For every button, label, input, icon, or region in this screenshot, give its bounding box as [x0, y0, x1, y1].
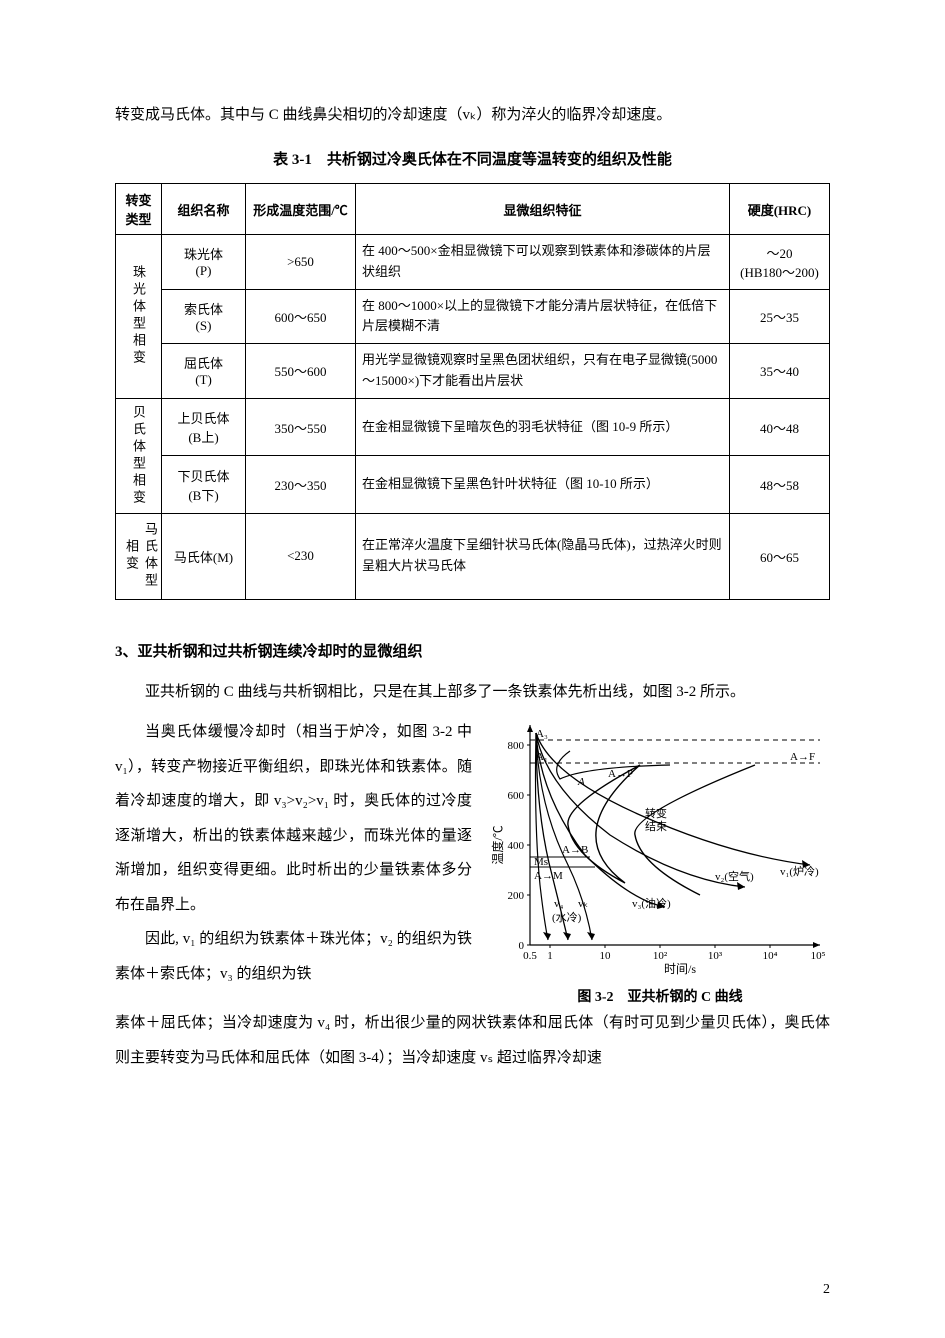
- intro-paragraph: 转变成马氏体。其中与 C 曲线鼻尖相切的冷却速度（vₖ）称为淬火的临界冷却速度。: [115, 100, 830, 130]
- lbl-v3: v₃(油冷): [632, 896, 671, 910]
- chart-caption: 图 3-2 亚共析钢的 C 曲线: [490, 986, 830, 1006]
- lbl-shui: (水冷): [552, 911, 582, 924]
- cell-range: <230: [246, 513, 356, 599]
- table-caption: 表 3-1 共析钢过冷奥氏体在不同温度等温转变的组织及性能: [115, 148, 830, 169]
- xtick-1: 1: [547, 950, 553, 962]
- lbl-zhuan: 转变: [645, 806, 667, 820]
- cell-hard: 25～35: [730, 289, 830, 344]
- lbl-Ms: Ms: [534, 856, 548, 868]
- cell-name: 屈氏体(T): [162, 344, 246, 399]
- cell-range: 350～550: [246, 398, 356, 456]
- section-heading: 3、亚共析钢和过共析钢连续冷却时的显微组织: [115, 640, 830, 661]
- cell-name: 马氏体(M): [162, 513, 246, 599]
- lbl-A-P: A→P: [608, 768, 633, 780]
- cell-type-bainite: 贝氏体型相变: [116, 398, 162, 513]
- cell-name: 下贝氏体(B下): [162, 456, 246, 514]
- xtick-10: 10: [600, 950, 612, 962]
- lbl-A: A: [577, 776, 585, 788]
- th-name: 组织名称: [162, 184, 246, 235]
- table-row: 珠光体型相变 珠光体(P) >650 在 400～500×金相显微镜下可以观察到…: [116, 235, 830, 290]
- two-column-block: 当奥氏体缓慢冷却时（相当于炉冷，如图 3-2 中 v₁），转变产物接近平衡组织，…: [115, 715, 830, 1006]
- lbl-v1: v₁(炉冷): [780, 865, 819, 878]
- cell-hard: 48～58: [730, 456, 830, 514]
- cell-feature: 用光学显微镜观察时呈黑色团状组织，只有在电子显微镜(5000～15000×)下才…: [356, 344, 730, 399]
- th-type: 转变类型: [116, 184, 162, 235]
- ytick-600: 600: [508, 790, 525, 802]
- ytick-800: 800: [508, 740, 525, 752]
- cell-feature: 在正常淬火温度下呈细针状马氏体(隐晶马氏体)，过热淬火时则呈粗大片状马氏体: [356, 513, 730, 599]
- left-text-column: 当奥氏体缓慢冷却时（相当于炉冷，如图 3-2 中 v₁），转变产物接近平衡组织，…: [115, 715, 472, 991]
- th-feature: 显微组织特征: [356, 184, 730, 235]
- cell-feature: 在 400～500×金相显微镜下可以观察到铁素体和渗碳体的片层状组织: [356, 235, 730, 290]
- cell-range: 550～600: [246, 344, 356, 399]
- cell-range: 600～650: [246, 289, 356, 344]
- cell-hard: 35～40: [730, 344, 830, 399]
- th-hard: 硬度(HRC): [730, 184, 830, 235]
- page-number: 2: [823, 1282, 830, 1298]
- th-range: 形成温度范围/℃: [246, 184, 356, 235]
- table-header-row: 转变类型 组织名称 形成温度范围/℃ 显微组织特征 硬度(HRC): [116, 184, 830, 235]
- lbl-A-F: A→F: [790, 751, 815, 763]
- lbl-A-M: A→M: [534, 870, 563, 882]
- cell-hard: 60～65: [730, 513, 830, 599]
- transformation-table: 转变类型 组织名称 形成温度范围/℃ 显微组织特征 硬度(HRC) 珠光体型相变…: [115, 183, 830, 600]
- table-row: 马氏体型相变 马氏体(M) <230 在正常淬火温度下呈细针状马氏体(隐晶马氏体…: [116, 513, 830, 599]
- lbl-v2: v₂(空气): [715, 869, 754, 883]
- table-row: 下贝氏体(B下) 230～350 在金相显微镜下呈黑色针叶状特征（图 10-10…: [116, 456, 830, 514]
- cell-name: 上贝氏体(B上): [162, 398, 246, 456]
- cell-type-pearlite: 珠光体型相变: [116, 235, 162, 399]
- cell-name: 珠光体(P): [162, 235, 246, 290]
- paragraph-top: 亚共析钢的 C 曲线与共析钢相比，只是在其上部多了一条铁素体先析出线，如图 3-…: [115, 675, 830, 710]
- table-row: 贝氏体型相变 上贝氏体(B上) 350～550 在金相显微镜下呈暗灰色的羽毛状特…: [116, 398, 830, 456]
- lbl-A1: A₁: [536, 751, 548, 763]
- xtick-1000: 10³: [708, 950, 723, 962]
- chart-column: 0 200 400 600 800 0.5 1 10 10² 10³ 10⁴ 1…: [490, 715, 830, 1006]
- lbl-jieshu: 结束: [645, 820, 667, 833]
- left-paragraph-2: 因此, v₁ 的组织为铁素体＋珠光体；v₂ 的组织为铁素体＋索氏体；v₃ 的组织…: [115, 922, 472, 991]
- lbl-A3: A₃: [536, 728, 548, 740]
- cell-hard: 40～48: [730, 398, 830, 456]
- ytick-200: 200: [508, 890, 525, 902]
- cell-range: 230～350: [246, 456, 356, 514]
- lbl-v4: v₄: [554, 898, 564, 910]
- ylabel: 温度/℃: [490, 826, 505, 865]
- cell-feature: 在金相显微镜下呈黑色针叶状特征（图 10-10 所示）: [356, 456, 730, 514]
- left-paragraph-1: 当奥氏体缓慢冷却时（相当于炉冷，如图 3-2 中 v₁），转变产物接近平衡组织，…: [115, 715, 472, 922]
- lbl-A-B: A→B: [562, 844, 588, 856]
- after-paragraph: 素体＋屈氏体；当冷却速度为 v₄ 时，析出很少量的网状铁素体和屈氏体（有时可见到…: [115, 1006, 830, 1075]
- cell-hard: ～20(HB180～200): [730, 235, 830, 290]
- cell-feature: 在 800～1000×以上的显微镜下才能分清片层状特征，在低倍下片层模糊不清: [356, 289, 730, 344]
- table-row: 索氏体(S) 600～650 在 800～1000×以上的显微镜下才能分清片层状…: [116, 289, 830, 344]
- xtick-10000: 10⁴: [763, 950, 778, 962]
- cell-feature: 在金相显微镜下呈暗灰色的羽毛状特征（图 10-9 所示）: [356, 398, 730, 456]
- xtick-100: 10²: [653, 950, 668, 962]
- cell-name: 索氏体(S): [162, 289, 246, 344]
- xtick-100000: 10⁵: [811, 950, 826, 962]
- xtick-0p5: 0.5: [523, 950, 537, 962]
- table-row: 屈氏体(T) 550～600 用光学显微镜观察时呈黑色团状组织，只有在电子显微镜…: [116, 344, 830, 399]
- cell-type-martensite: 马氏体型相变: [116, 513, 162, 599]
- xlabel: 时间/s: [664, 962, 696, 975]
- cell-range: >650: [246, 235, 356, 290]
- c-curve-chart: 0 200 400 600 800 0.5 1 10 10² 10³ 10⁴ 1…: [490, 715, 830, 980]
- lbl-vk: vₖ: [578, 898, 588, 910]
- ytick-400: 400: [508, 840, 525, 852]
- c-curve-svg: 0 200 400 600 800 0.5 1 10 10² 10³ 10⁴ 1…: [490, 715, 830, 975]
